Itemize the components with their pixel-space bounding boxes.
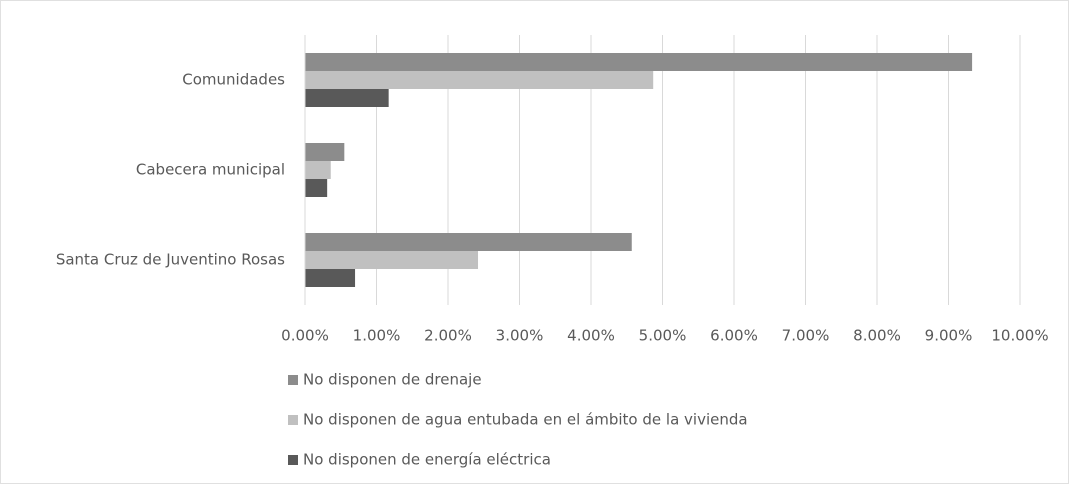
x-tick-label: 2.00% — [424, 327, 472, 345]
x-tick-label: 9.00% — [925, 327, 973, 345]
bar — [305, 179, 328, 197]
x-tick-label: 7.00% — [782, 327, 830, 345]
bar — [305, 161, 331, 179]
x-tick-label: 0.00% — [281, 327, 329, 345]
legend-label: No disponen de drenaje — [303, 371, 482, 389]
x-tick-label: 5.00% — [639, 327, 687, 345]
bar — [305, 269, 356, 287]
bar — [305, 233, 632, 251]
y-tick-label: Comunidades — [182, 71, 285, 89]
bar — [305, 251, 479, 269]
legend-swatch — [288, 455, 298, 465]
legend-label: No disponen de agua entubada en el ámbit… — [303, 411, 748, 429]
x-tick-label: 8.00% — [853, 327, 901, 345]
bar — [305, 53, 973, 71]
bar — [305, 89, 389, 107]
y-tick-label: Cabecera municipal — [136, 161, 285, 179]
bar — [305, 71, 654, 89]
bar — [305, 143, 345, 161]
legend-swatch — [288, 415, 298, 425]
legend-label: No disponen de energía eléctrica — [303, 451, 551, 469]
x-tick-label: 3.00% — [496, 327, 544, 345]
x-tick-label: 1.00% — [353, 327, 401, 345]
x-tick-label: 6.00% — [710, 327, 758, 345]
y-tick-label: Santa Cruz de Juventino Rosas — [56, 251, 285, 269]
legend-swatch — [288, 375, 298, 385]
x-tick-label: 4.00% — [567, 327, 615, 345]
x-tick-label: 10.00% — [991, 327, 1048, 345]
